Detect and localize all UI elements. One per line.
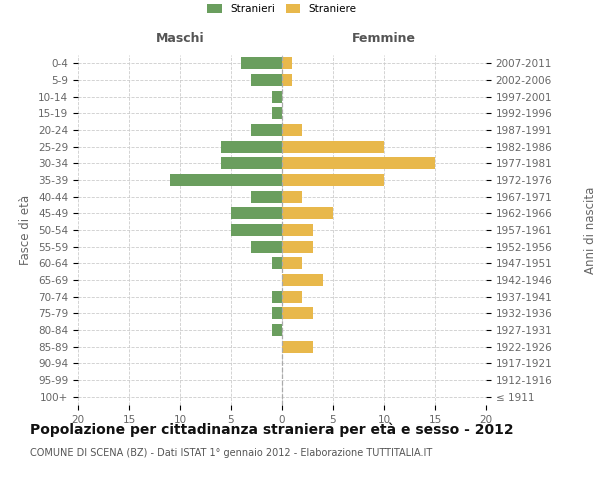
Bar — [282, 74, 292, 86]
Bar — [282, 290, 302, 302]
Bar — [241, 58, 282, 70]
Bar — [272, 324, 282, 336]
Bar — [272, 258, 282, 270]
Bar — [282, 274, 323, 286]
Bar — [282, 240, 313, 252]
Legend: Stranieri, Straniere: Stranieri, Straniere — [208, 4, 356, 14]
Bar — [282, 174, 384, 186]
Bar — [231, 224, 282, 236]
Bar — [282, 158, 435, 170]
Text: Femmine: Femmine — [352, 32, 416, 45]
Bar — [282, 208, 333, 220]
Bar — [282, 308, 313, 320]
Bar — [282, 224, 313, 236]
Bar — [282, 140, 384, 152]
Text: COMUNE DI SCENA (BZ) - Dati ISTAT 1° gennaio 2012 - Elaborazione TUTTITALIA.IT: COMUNE DI SCENA (BZ) - Dati ISTAT 1° gen… — [30, 448, 432, 458]
Bar — [221, 140, 282, 152]
Bar — [282, 124, 302, 136]
Bar — [272, 290, 282, 302]
Bar — [170, 174, 282, 186]
Bar — [272, 308, 282, 320]
Bar — [272, 90, 282, 102]
Bar — [272, 108, 282, 120]
Bar — [251, 190, 282, 202]
Bar — [231, 208, 282, 220]
Text: Maschi: Maschi — [155, 32, 205, 45]
Bar — [282, 190, 302, 202]
Bar — [221, 158, 282, 170]
Text: Anni di nascita: Anni di nascita — [584, 186, 597, 274]
Bar — [251, 74, 282, 86]
Bar — [251, 124, 282, 136]
Bar — [282, 340, 313, 352]
Bar — [282, 58, 292, 70]
Y-axis label: Fasce di età: Fasce di età — [19, 195, 32, 265]
Bar — [282, 258, 302, 270]
Bar — [251, 240, 282, 252]
Text: Popolazione per cittadinanza straniera per età e sesso - 2012: Popolazione per cittadinanza straniera p… — [30, 422, 514, 437]
